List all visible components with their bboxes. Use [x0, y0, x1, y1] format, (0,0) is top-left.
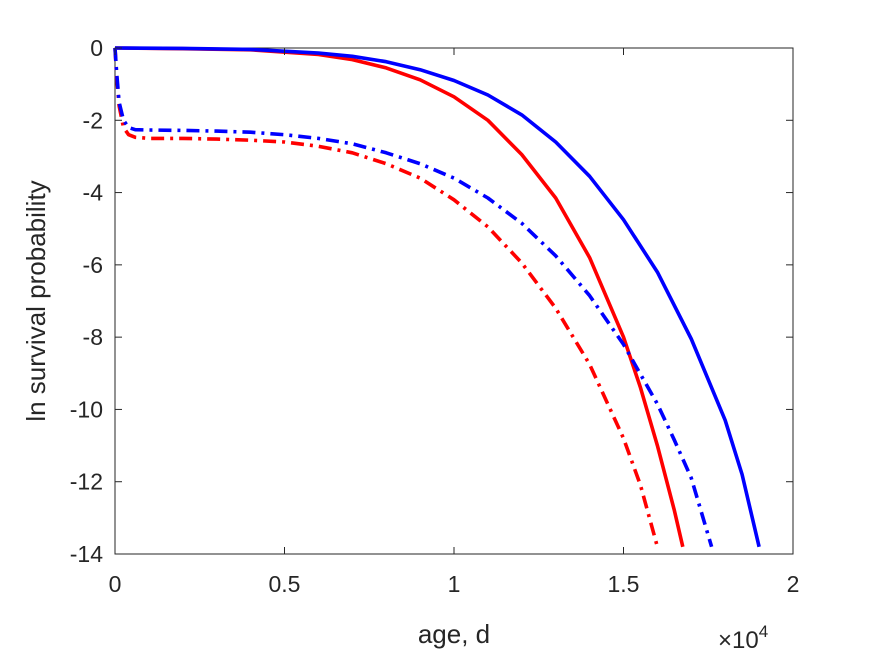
y-tick-label: -2 — [83, 107, 103, 133]
x-axis-multiplier-base: ×10 — [718, 627, 759, 654]
y-tick-label: -8 — [83, 324, 103, 350]
x-axis-multiplier-exponent: 4 — [759, 622, 768, 641]
series-layer — [113, 46, 761, 548]
x-tick-label: 0.5 — [269, 571, 301, 597]
y-tick-label: -14 — [70, 541, 103, 567]
x-axis-multiplier: ×104 — [718, 622, 768, 654]
x-tick-label: 1.5 — [608, 571, 640, 597]
y-axis-title: ln survival probability — [21, 180, 51, 421]
x-tick-label: 2 — [787, 571, 800, 597]
y-tick-label: -6 — [83, 252, 103, 278]
x-axis-title: age, d — [418, 619, 490, 649]
x-ticks: 0 0.5 1 1.5 2 — [109, 48, 800, 597]
y-tick-label: -10 — [70, 396, 103, 422]
series-line-4-dashdot — [113, 47, 714, 548]
plot-area — [114, 47, 794, 555]
series-line-3-dashdot — [113, 47, 660, 548]
x-tick-label: 0 — [109, 571, 122, 597]
y-tick-label: -4 — [83, 180, 104, 206]
x-tick-label: 1 — [448, 571, 461, 597]
y-ticks: 0 -2 -4 -6 -8 -10 -12 -14 — [70, 35, 793, 567]
y-tick-label: -12 — [70, 469, 103, 495]
series-line-2-solid — [114, 46, 761, 548]
y-tick-label: 0 — [90, 35, 103, 61]
